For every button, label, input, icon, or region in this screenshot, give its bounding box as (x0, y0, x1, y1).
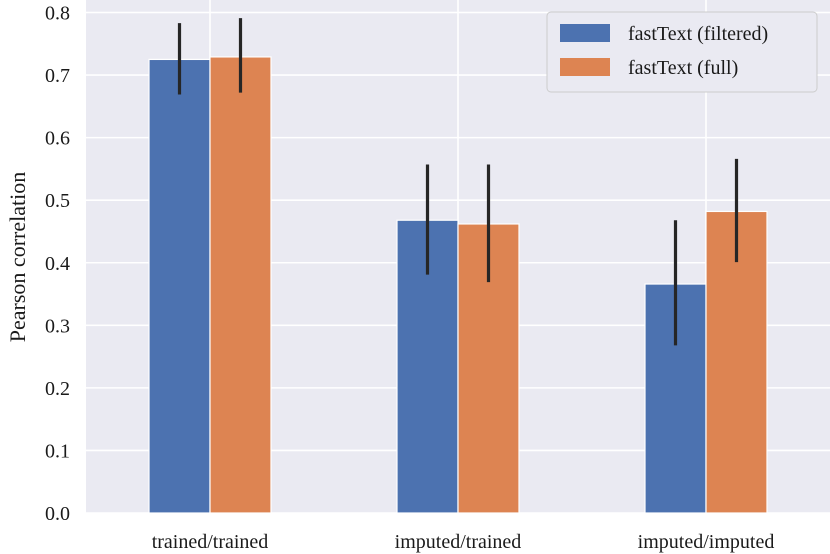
y-tick-label: 0.2 (45, 378, 70, 400)
legend-swatch-full (560, 58, 610, 76)
x-tick-label: imputed/trained (395, 531, 522, 553)
y-tick-label: 0.8 (45, 3, 70, 25)
legend-box (546, 11, 818, 93)
y-axis-title: Pearson correlation (5, 172, 30, 342)
y-tick-label: 0.5 (45, 190, 70, 212)
y-tick-label: 0.0 (45, 503, 70, 525)
x-tick-label: imputed/imputed (638, 531, 775, 553)
x-tick-labels: trained/trained imputed/trained imputed/im… (152, 531, 775, 553)
y-tick-label: 0.1 (45, 440, 70, 462)
legend-label-full: fastText (full) (628, 57, 738, 79)
bar-full (209, 56, 272, 514)
x-tick-label: trained/trained (152, 531, 269, 553)
y-tick-labels: 0.0 0.1 0.2 0.3 0.4 0.5 0.6 0.7 0.8 (45, 3, 70, 525)
y-tick-label: 0.6 (45, 128, 70, 150)
legend-label-filtered: fastText (filtered) (628, 23, 768, 45)
error-bars (177, 18, 739, 346)
y-tick-label: 0.3 (45, 315, 70, 337)
legend-swatch-filtered (560, 24, 610, 42)
y-tick-label: 0.4 (45, 253, 70, 275)
legend: fastText (filtered) fastText (full) (546, 11, 818, 93)
y-tick-label: 0.7 (45, 65, 70, 87)
bar-filtered (148, 58, 211, 514)
